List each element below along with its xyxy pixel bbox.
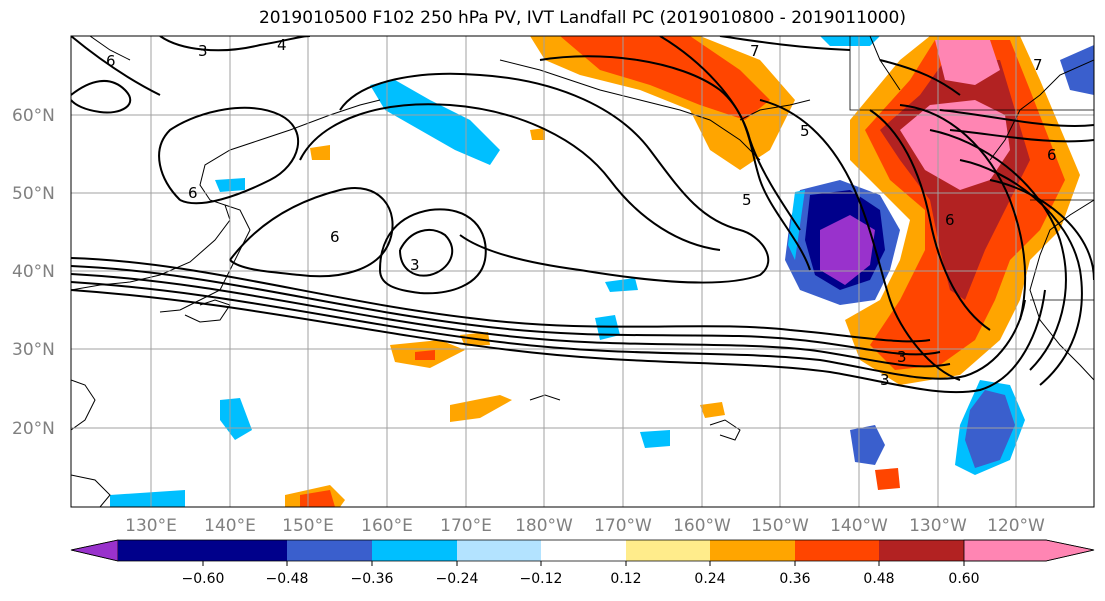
lat-label: 30°N: [12, 340, 55, 360]
contour-label: 7: [750, 42, 760, 60]
lon-label: 120°W: [987, 516, 1045, 536]
contour-label: 6: [330, 228, 340, 246]
colorbar-segment: [879, 540, 964, 561]
shade-negative-kamchatka: [370, 80, 500, 165]
shade-negative-small3: [220, 398, 252, 440]
contour-label: 6: [188, 184, 198, 202]
map-frame: [70, 35, 1095, 508]
map-title: 2019010500 F102 250 hPa PV, IVT Landfall…: [258, 8, 906, 28]
contour-label: 6: [1047, 146, 1057, 164]
colorbar-tick-label: 0.60: [948, 571, 979, 587]
lat-label: 60°N: [12, 106, 55, 126]
contour-label: 3: [198, 42, 208, 60]
contour-label: 6: [106, 52, 116, 70]
shade-positive-small1-inner: [415, 350, 435, 360]
lat-label: 40°N: [12, 262, 55, 282]
shade-positive-small4: [310, 145, 330, 160]
shade-positive-small5: [700, 402, 725, 418]
contour-label: 5: [742, 191, 752, 209]
colorbar-extend-high: [963, 539, 1095, 562]
contour-label: 3: [880, 371, 890, 389]
colorbar-outline: [70, 539, 1095, 562]
shade-negative-small8: [1060, 45, 1094, 95]
contour-label: 6: [945, 211, 955, 229]
longitude-labels: 130°E 140°E 150°E 160°E 170°E 180°W 170°…: [125, 516, 1045, 536]
map-panel: 6 3 4 6 7 5 5 6 3 6 3 6 3 7: [71, 36, 1094, 507]
coastlines: [71, 36, 1094, 507]
colorbar-tick-label: −0.12: [520, 571, 563, 587]
lon-label: 130°E: [125, 516, 177, 536]
lon-label: 150°W: [751, 516, 809, 536]
lat-label: 20°N: [12, 419, 55, 439]
colorbar-segment: [203, 540, 287, 561]
lon-label: 160°E: [361, 516, 413, 536]
contour-labels: 6 3 4 6 7 5 5 6 3 6 3 6 3 7: [106, 36, 1057, 389]
colorbar-tick-label: 0.12: [610, 571, 641, 587]
lon-label: 130°W: [909, 516, 967, 536]
latitude-labels: 60°N 50°N 40°N 30°N 20°N: [12, 106, 55, 439]
colorbar-tick-label: −0.48: [266, 571, 309, 587]
lon-label: 140°E: [204, 516, 256, 536]
pv-contours: [71, 36, 1094, 394]
colorbar-extend-low: [70, 539, 119, 562]
colorbar-segment: [457, 540, 541, 561]
lon-label: 160°W: [673, 516, 731, 536]
colorbar-tick-label: −0.36: [351, 571, 394, 587]
shade-negative-small2: [640, 430, 670, 448]
colorbar-tick-label: −0.60: [182, 571, 225, 587]
colorbar: −0.60 −0.48 −0.36 −0.24 −0.12 0.12 0.24 …: [70, 539, 1095, 587]
lon-label: 150°E: [282, 516, 334, 536]
shade-positive-small6: [875, 468, 900, 490]
lon-label: 140°W: [830, 516, 888, 536]
colorbar-segment: [541, 540, 626, 561]
colorbar-tick-label: −0.24: [436, 571, 479, 587]
colorbar-segment: [626, 540, 710, 561]
shade-negative-southeast-inner: [965, 390, 1015, 468]
shade-negative-low-core: [820, 215, 875, 285]
colorbar-segment: [795, 540, 879, 561]
colorbar-ticks: [202, 561, 965, 566]
contour-label: 5: [800, 122, 810, 140]
contour-label: 4: [277, 36, 287, 54]
lat-label: 50°N: [12, 184, 55, 204]
lon-label: 170°E: [440, 516, 492, 536]
lon-label: 180°W: [515, 516, 573, 536]
shading-layer: [110, 36, 1094, 507]
shade-positive-small3-inner: [300, 490, 335, 507]
shade-negative-small5: [605, 278, 638, 292]
colorbar-tick-label: 0.36: [779, 571, 810, 587]
colorbar-segment: [118, 540, 203, 561]
colorbar-segment: [287, 540, 372, 561]
contour-label: 3: [897, 348, 907, 366]
colorbar-tick-label: 0.48: [863, 571, 894, 587]
colorbar-segment: [372, 540, 457, 561]
colorbar-segment: [710, 540, 795, 561]
shade-negative-small9: [110, 490, 185, 507]
contour-label: 3: [410, 256, 420, 274]
colorbar-tick-label: 0.24: [694, 571, 725, 587]
lon-label: 170°W: [594, 516, 652, 536]
contour-label: 7: [1033, 56, 1043, 74]
shade-positive-small8: [530, 128, 545, 140]
shade-positive-north: [935, 40, 1000, 85]
